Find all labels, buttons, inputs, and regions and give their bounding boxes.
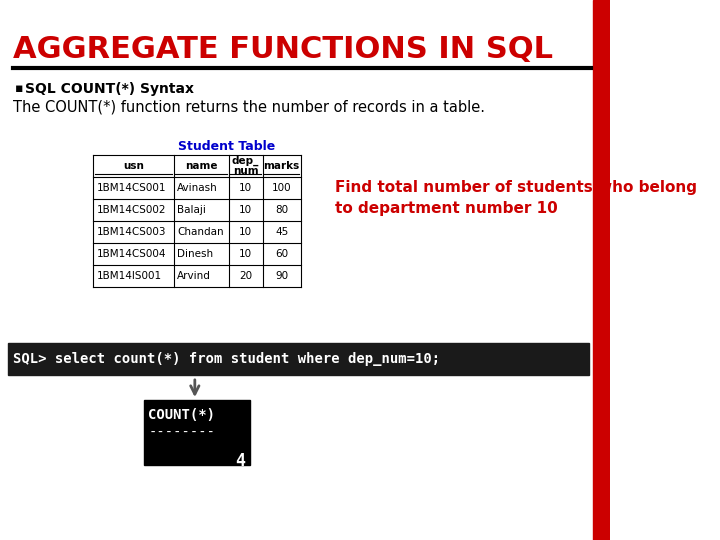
Text: 100: 100 bbox=[272, 183, 292, 193]
Text: 56: 56 bbox=[594, 502, 612, 525]
Text: Balaji: Balaji bbox=[177, 205, 206, 215]
Text: 20: 20 bbox=[239, 271, 252, 281]
Text: num: num bbox=[233, 166, 258, 176]
Text: dep_: dep_ bbox=[232, 156, 259, 166]
Text: 90: 90 bbox=[275, 271, 288, 281]
Text: Student Table: Student Table bbox=[178, 140, 275, 153]
Text: Arvind: Arvind bbox=[177, 271, 211, 281]
Text: 60: 60 bbox=[275, 249, 288, 259]
Text: 1BM14CS002: 1BM14CS002 bbox=[96, 205, 166, 215]
Text: The COUNT(*) function returns the number of records in a table.: The COUNT(*) function returns the number… bbox=[13, 100, 485, 115]
Text: Find total number of students who belong
to department number 10: Find total number of students who belong… bbox=[335, 180, 696, 216]
Bar bbox=[593, 0, 610, 540]
Text: --------: -------- bbox=[148, 426, 215, 440]
Text: 1BM14CS004: 1BM14CS004 bbox=[96, 249, 166, 259]
Text: Dinesh: Dinesh bbox=[177, 249, 213, 259]
Text: Avinash: Avinash bbox=[177, 183, 217, 193]
Text: Chandan: Chandan bbox=[177, 227, 224, 237]
Text: 1BM14CS001: 1BM14CS001 bbox=[96, 183, 166, 193]
Text: 1BM14CS003: 1BM14CS003 bbox=[96, 227, 166, 237]
Text: 1BM14IS001: 1BM14IS001 bbox=[96, 271, 162, 281]
Text: usn: usn bbox=[123, 161, 144, 171]
Text: 80: 80 bbox=[275, 205, 288, 215]
Text: 45: 45 bbox=[275, 227, 288, 237]
Text: 4: 4 bbox=[235, 452, 246, 470]
Text: marks: marks bbox=[264, 161, 300, 171]
Text: 10: 10 bbox=[239, 183, 252, 193]
Text: name: name bbox=[185, 161, 217, 171]
Bar bbox=[9, 343, 589, 375]
Text: 10: 10 bbox=[239, 249, 252, 259]
Text: ▪: ▪ bbox=[15, 82, 24, 95]
FancyArrowPatch shape bbox=[191, 380, 199, 394]
Text: SQL COUNT(*) Syntax: SQL COUNT(*) Syntax bbox=[25, 82, 194, 96]
Text: AGGREGATE FUNCTIONS IN SQL: AGGREGATE FUNCTIONS IN SQL bbox=[13, 35, 553, 64]
Bar bbox=[144, 400, 250, 465]
Text: 10: 10 bbox=[239, 205, 252, 215]
Text: SQL> select count(*) from student where dep_num=10;: SQL> select count(*) from student where … bbox=[13, 352, 440, 366]
Text: COUNT(*): COUNT(*) bbox=[148, 408, 215, 422]
Text: 10: 10 bbox=[239, 227, 252, 237]
